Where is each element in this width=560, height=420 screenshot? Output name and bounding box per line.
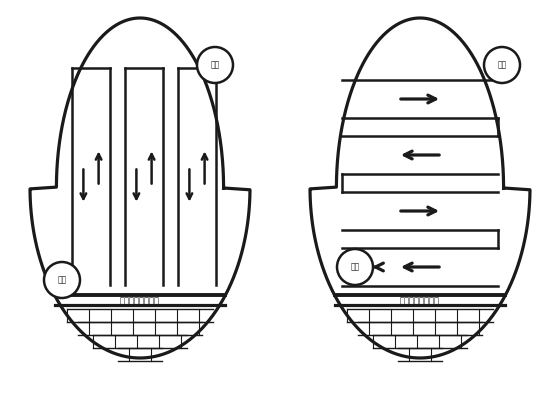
Circle shape — [337, 249, 373, 285]
Text: 起点: 起点 — [351, 262, 360, 271]
Circle shape — [484, 47, 520, 83]
Circle shape — [44, 262, 80, 298]
Text: 终点: 终点 — [497, 60, 507, 69]
Text: 下台阶控制爆破法: 下台阶控制爆破法 — [120, 297, 160, 305]
Text: 终点: 终点 — [211, 60, 220, 69]
Text: 起点: 起点 — [57, 276, 67, 284]
Text: 下台阶控制爆破法: 下台阶控制爆破法 — [400, 297, 440, 305]
Circle shape — [197, 47, 233, 83]
